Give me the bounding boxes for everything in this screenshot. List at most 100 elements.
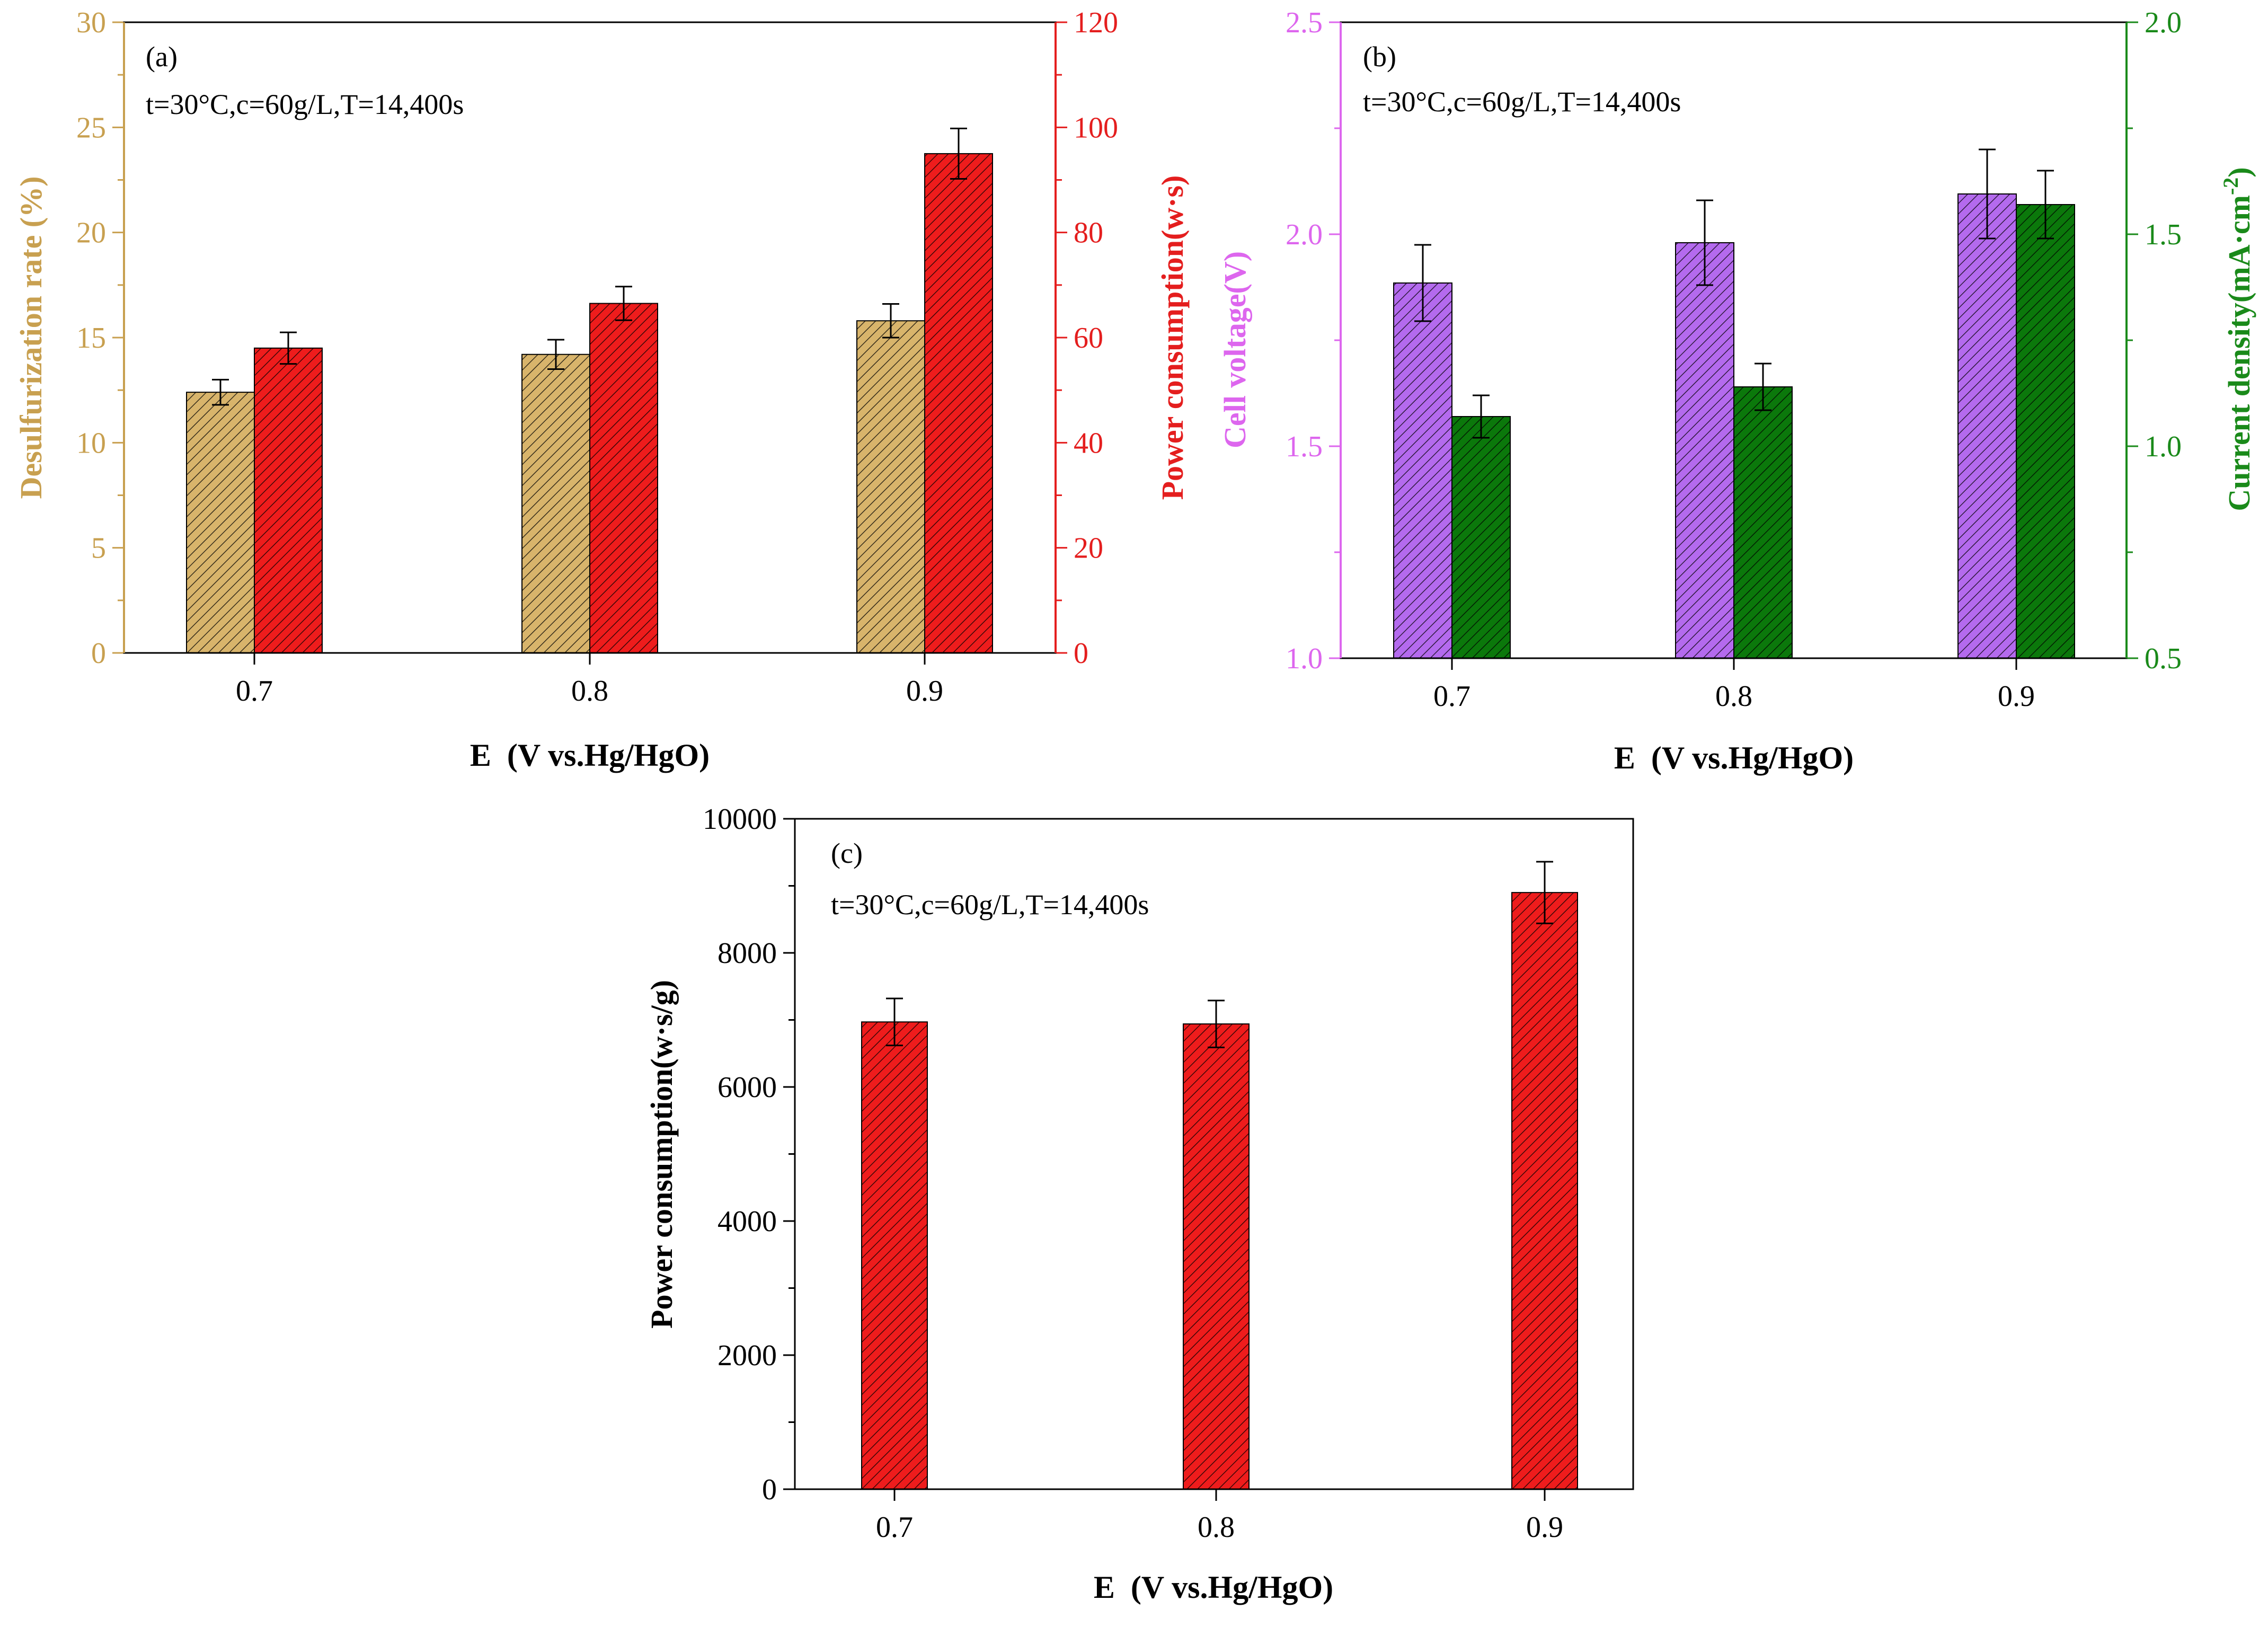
panel-a-x-tick-label: 0.8 <box>571 675 608 708</box>
panel-b-bar-cell-voltage-0.7 <box>1393 244 1452 659</box>
panel-b-y-right-label-end: ) <box>2222 167 2256 177</box>
panel-a-bar-hatch <box>590 303 658 653</box>
panel-b-error-bar <box>1979 148 1996 240</box>
panel-c-x-tick-label: 0.8 <box>1198 1511 1235 1544</box>
panel-a-left-tick-label: 10 <box>76 427 106 459</box>
panel-b-bar-cell-voltage-0.8 <box>1675 199 1734 659</box>
panel-a-left-tick-label: 15 <box>76 322 106 355</box>
panel-c-left-tick-label: 6000 <box>717 1071 777 1104</box>
panel-a-x-tick-label: 0.7 <box>236 675 273 708</box>
panel-a-right-tick-label: 20 <box>1074 532 1103 565</box>
panel-c-frame <box>794 818 1634 1490</box>
panel-a-bar-hatch <box>254 348 322 653</box>
panel-b-x-tick-label: 0.9 <box>1998 680 2035 713</box>
panel-c-bar-hatch <box>862 1022 927 1489</box>
panel-b-bar-hatch <box>1734 387 1792 658</box>
panel-b-bar-cell-voltage-0.9 <box>1957 148 2017 659</box>
panel-a-x-label: E (V vs.Hg/HgO) <box>470 738 710 773</box>
panel-a-bar-hatch <box>522 354 590 653</box>
panel-a-left-tick-label: 5 <box>91 532 106 565</box>
panel-a-right-tick-label: 120 <box>1074 6 1118 39</box>
panel-c: 0 2000 4000 6000 8000 10000 0.7 0.8 0.9 (c) t=30… <box>644 803 1634 1605</box>
panel-c-bar-hatch <box>1512 892 1578 1489</box>
panel-a-right-tick-label: 0 <box>1074 637 1088 670</box>
panel-b-bar-current-density-0.7 <box>1451 394 1511 659</box>
panel-b-bar-hatch <box>1958 194 2016 658</box>
panel-b-y-right-label-main: Current density(mA·cm <box>2222 195 2256 511</box>
panel-c-bar-power-consumption-0.7 <box>861 997 928 1490</box>
panel-c-bars <box>861 861 1578 1490</box>
panel-c-error-bar <box>1208 1000 1225 1048</box>
panel-b-conditions: t=30°C,c=60g/L,T=14,400s <box>1363 86 1681 118</box>
panel-c-x-tick-label: 0.9 <box>1526 1511 1563 1544</box>
panel-a-bar-desulfurization-rate-0.7 <box>186 378 255 654</box>
panel-c-left-tick-label: 2000 <box>717 1339 777 1372</box>
panel-b-y-left-label: Cell voltage(V) <box>1218 251 1252 448</box>
panel-a-bar-power-consumption-0.8 <box>589 286 658 653</box>
panel-a-left-tick-label: 25 <box>76 111 106 144</box>
panel-a-error-bar <box>615 286 632 321</box>
panel-b-error-bar <box>2037 170 2054 240</box>
panel-c-left-tick-label: 8000 <box>717 937 777 970</box>
panel-a-bar-desulfurization-rate-0.8 <box>521 339 590 653</box>
panel-b-bar-hatch <box>2016 205 2075 658</box>
panel-a-bars <box>186 127 993 654</box>
panel-b-bar-hatch <box>1676 243 1734 658</box>
panel-b-bar-hatch <box>1452 417 1510 658</box>
panel-b-bar-current-density-0.8 <box>1733 362 1793 659</box>
panel-b-x-tick-label: 0.8 <box>1715 680 1752 713</box>
panel-a-bar-hatch <box>187 392 254 653</box>
panel-a-conditions: t=30°C,c=60g/L,T=14,400s <box>146 89 464 120</box>
panel-c-error-bar <box>886 997 903 1047</box>
panel-c-x-label: E (V vs.Hg/HgO) <box>1094 1570 1333 1605</box>
panel-c-error-bar <box>1536 861 1553 924</box>
panel-a-error-bar <box>212 378 229 406</box>
panel-c-bar-power-consumption-0.8 <box>1183 1000 1250 1490</box>
panel-a-label: (a) <box>146 41 178 73</box>
panel-a-y-right-label: Power consumption(w·s) <box>1155 175 1190 500</box>
panel-b-bars <box>1393 148 2075 659</box>
panel-a-bar-power-consumption-0.9 <box>924 127 993 653</box>
panel-c-y-left-label: Power consumption(w·s/g) <box>644 980 679 1329</box>
panel-b-right-tick-label: 2.0 <box>2145 6 2182 39</box>
panel-b-y-right-label-sup: -2 <box>2219 178 2243 195</box>
panel-a-x-tick-label: 0.9 <box>906 675 943 708</box>
panel-a-error-bar <box>882 303 899 339</box>
panel-b-error-bar <box>1473 394 1490 439</box>
panel-b-bar-hatch <box>1394 283 1452 658</box>
panel-b-error-bar <box>1696 199 1713 286</box>
panel-c-bar-hatch <box>1183 1024 1249 1489</box>
panel-b-left-tick-label: 2.0 <box>1286 218 1323 251</box>
panel-a-right-tick-label: 40 <box>1074 427 1103 459</box>
panel-a-ticks: 0 5 10 15 20 25 30 0 20 40 60 80 100 120 0.7 0.8 0.9 <box>76 6 1118 708</box>
panel-a-left-tick-label: 20 <box>76 217 106 250</box>
panel-a-bar-hatch <box>925 153 993 653</box>
panel-a-bar-power-consumption-0.7 <box>254 331 323 653</box>
panel-b-label: (b) <box>1363 41 1396 73</box>
panel-c-bar-power-consumption-0.9 <box>1511 861 1578 1490</box>
panel-c-x-tick-label: 0.7 <box>876 1511 913 1544</box>
panel-b-right-tick-label: 0.5 <box>2145 642 2182 675</box>
panel-a-bar-desulfurization-rate-0.9 <box>856 303 925 653</box>
panel-a-error-bar <box>547 339 564 370</box>
panel-b-right-tick-label: 1.0 <box>2145 430 2182 463</box>
panel-b-error-bar <box>1755 362 1771 411</box>
panel-a-left-tick-label: 0 <box>91 637 106 670</box>
panel-b-ticks: 1.0 1.5 2.0 2.5 0.5 1.0 1.5 2.0 0.7 0.8 0.9 <box>1286 6 2182 713</box>
panel-a-right-tick-label: 60 <box>1074 322 1103 355</box>
panel-b-right-tick-label: 1.5 <box>2145 218 2182 251</box>
panel-b-left-tick-label: 1.5 <box>1286 430 1323 463</box>
panel-b-left-tick-label: 1.0 <box>1286 642 1323 675</box>
panel-b-x-label: E (V vs.Hg/HgO) <box>1614 740 1854 775</box>
panel-b-y-right-label: Current density(mA·cm-2) <box>2219 167 2256 511</box>
panel-b-left-tick-label: 2.5 <box>1286 6 1323 39</box>
panel-a-right-tick-label: 80 <box>1074 217 1103 250</box>
panel-c-ticks: 0 2000 4000 6000 8000 10000 0.7 0.8 0.9 <box>703 803 1563 1544</box>
panel-a-error-bar <box>950 127 967 180</box>
panel-c-label: (c) <box>831 837 863 869</box>
panel-a-left-tick-label: 30 <box>76 6 106 39</box>
panel-a: 0 5 10 15 20 25 30 0 20 40 60 80 100 120 0.7 0.8 0.9 (a)… <box>14 6 1190 773</box>
panel-a-error-bar <box>280 331 297 365</box>
panel-a-right-tick-label: 100 <box>1074 111 1118 144</box>
